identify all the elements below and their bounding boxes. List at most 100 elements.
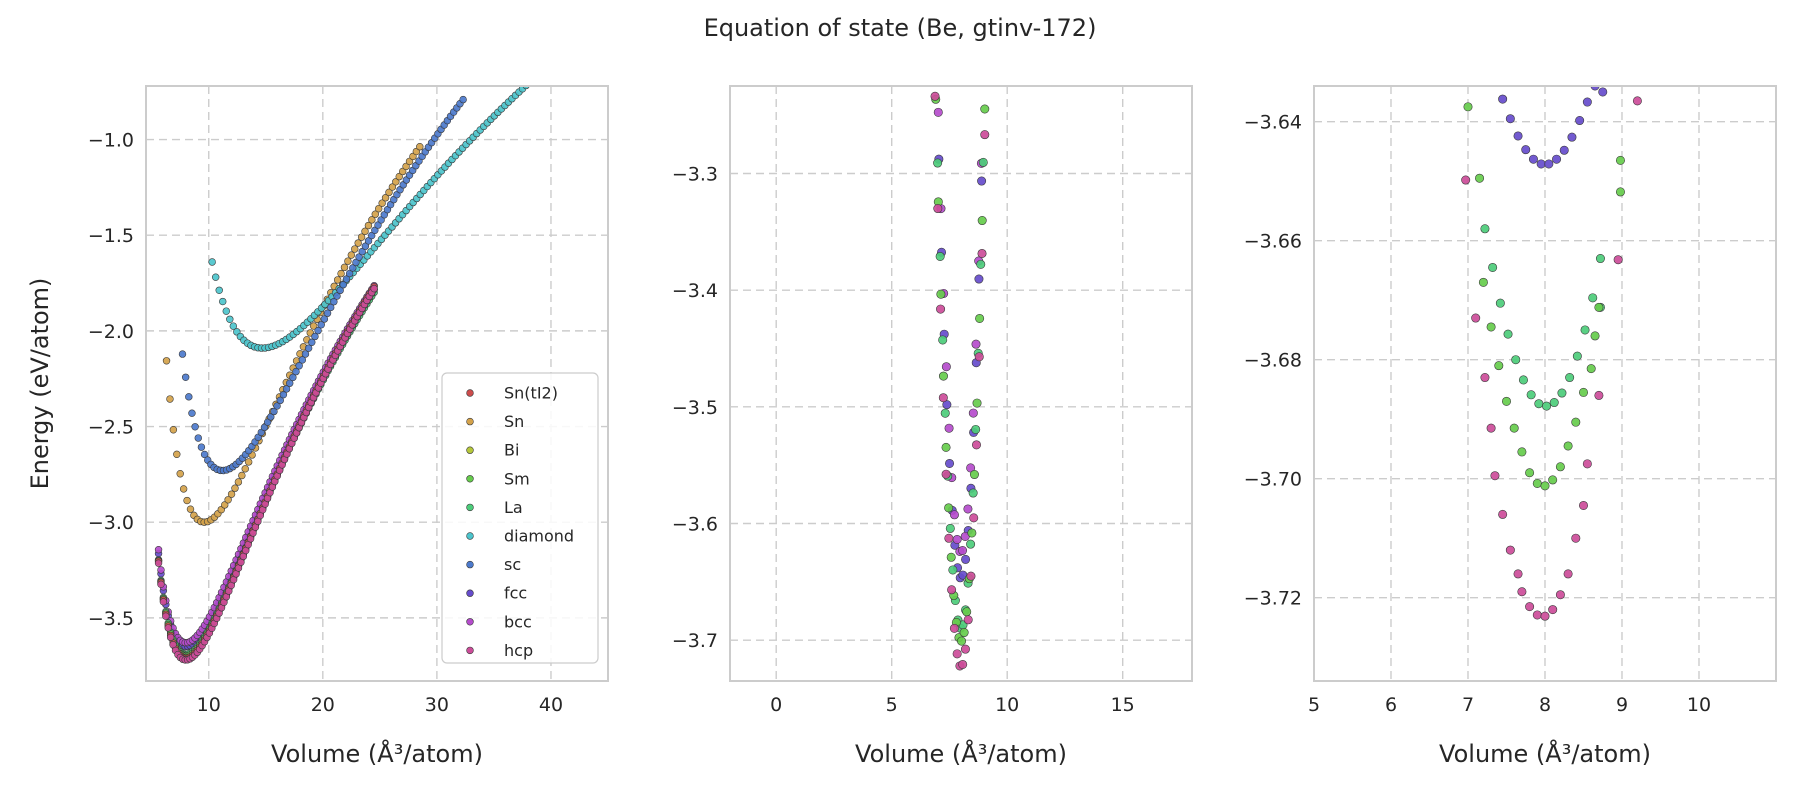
data-point-sc xyxy=(267,413,275,421)
data-point-diamond xyxy=(583,30,590,37)
data-point-Sm xyxy=(969,470,979,480)
y-tick-label: −1.0 xyxy=(88,130,134,152)
data-point-fcc xyxy=(1598,87,1608,97)
legend-marker xyxy=(466,532,474,540)
data-point-hcp xyxy=(1480,373,1490,383)
data-point-Sn xyxy=(351,245,359,253)
data-point-sc xyxy=(308,338,316,347)
data-point-hcp xyxy=(969,513,979,523)
data-point-sc xyxy=(191,423,199,431)
data-point-Sn xyxy=(354,239,362,247)
data-point-bcc xyxy=(933,107,943,117)
legend-frame xyxy=(441,372,599,664)
data-point-hcp xyxy=(980,130,990,140)
data-point-hcp xyxy=(157,580,165,588)
data-point-La xyxy=(940,408,950,418)
data-point-Sn xyxy=(388,183,397,191)
data-point-Sn xyxy=(381,194,390,202)
data-point-sc xyxy=(352,258,360,267)
data-point-fcc xyxy=(1552,154,1562,164)
data-point-Sm xyxy=(1509,423,1519,433)
data-point-Sn xyxy=(361,227,369,236)
data-point-diamond xyxy=(219,297,227,306)
data-point-Sn xyxy=(162,357,171,365)
data-point-fcc xyxy=(1575,116,1585,126)
data-point-Sm xyxy=(977,216,987,226)
data-point-Sn xyxy=(398,167,407,176)
x-tick-label: 6 xyxy=(1385,694,1397,716)
data-point-sc xyxy=(311,332,319,341)
data-point-La xyxy=(1526,390,1536,400)
data-point-hcp xyxy=(983,0,991,4)
data-point-Sn xyxy=(234,478,243,486)
y-tick-label: −2.5 xyxy=(88,417,134,439)
data-point-La xyxy=(945,523,955,533)
y-tick-label: −3.6 xyxy=(672,514,718,536)
data-point-fcc xyxy=(1505,114,1515,124)
x-tick-label: 8 xyxy=(1539,694,1551,716)
data-point-La xyxy=(1511,355,1521,365)
data-point-La xyxy=(933,158,943,168)
data-point-fcc xyxy=(945,458,955,468)
data-point-hcp xyxy=(1540,611,1550,621)
legend-entry: Bi xyxy=(504,441,519,460)
data-point-sc xyxy=(320,315,329,323)
data-point-bcc xyxy=(949,510,959,520)
data-point-hcp xyxy=(936,304,946,314)
data-point-Sn xyxy=(231,484,239,492)
x-tick-label: 7 xyxy=(1462,694,1474,716)
data-point-Sm xyxy=(1555,462,1565,472)
data-point-Sn xyxy=(364,221,373,230)
data-point-diamond xyxy=(565,45,572,52)
data-point-bcc xyxy=(980,47,988,55)
data-point-Sn xyxy=(375,204,383,213)
data-point-La xyxy=(1542,401,1552,411)
data-point-Sm xyxy=(957,636,967,646)
data-point-bcc xyxy=(971,339,981,349)
data-point-hcp xyxy=(1513,569,1523,579)
x-tick-label: 0 xyxy=(770,694,782,716)
data-point-bcc xyxy=(941,362,951,372)
data-point-Sn xyxy=(244,458,253,466)
data-point-Sm xyxy=(959,628,969,638)
y-tick-label: −3.72 xyxy=(1244,588,1302,610)
x-tick-label: 10 xyxy=(1687,694,1711,716)
axes-frame xyxy=(145,85,609,682)
data-point-hcp xyxy=(977,248,987,258)
data-point-hcp xyxy=(963,615,973,625)
legend-marker xyxy=(466,589,474,597)
legend-entry: bcc xyxy=(504,612,532,631)
data-point-diamond xyxy=(229,322,238,330)
data-point-fcc xyxy=(980,64,988,72)
data-point-hcp xyxy=(1517,587,1527,597)
legend-entry: Sn(tI2) xyxy=(504,384,558,403)
legend-marker xyxy=(466,560,474,569)
data-point-bcc xyxy=(154,545,163,554)
data-point-Sn xyxy=(337,269,345,278)
data-point-hcp xyxy=(1505,545,1515,555)
data-point-hcp xyxy=(370,284,378,293)
data-point-sc xyxy=(345,269,354,278)
data-point-hcp xyxy=(162,612,170,620)
data-point-Sm xyxy=(938,371,948,381)
data-point-sc xyxy=(273,402,281,410)
data-point-fcc xyxy=(932,51,940,59)
data-point-bcc xyxy=(966,463,976,473)
data-point-Sm xyxy=(1494,361,1504,371)
data-point-La xyxy=(1557,388,1567,398)
data-point-hcp xyxy=(1490,471,1500,481)
data-point-sc xyxy=(336,286,344,295)
figure-title: Equation of state (Be, gtinv-172) xyxy=(704,14,1097,42)
data-point-sc xyxy=(317,321,325,329)
panel-full: 10 20 30 40 −1.0 −1.5 −2.0 −2.5 −3.0 −3.5 Volume (… xyxy=(26,30,609,768)
data-point-hcp xyxy=(164,624,172,632)
data-point-La xyxy=(1518,375,1528,385)
data-point-fcc xyxy=(1559,145,1569,155)
data-point-Sn xyxy=(173,450,181,459)
data-point-La xyxy=(931,56,939,64)
data-point-bcc xyxy=(157,566,165,574)
axes-frame xyxy=(1313,85,1777,682)
data-point-bcc xyxy=(968,408,978,418)
data-point-Sm xyxy=(967,528,977,538)
data-point-Sm xyxy=(1579,387,1589,397)
